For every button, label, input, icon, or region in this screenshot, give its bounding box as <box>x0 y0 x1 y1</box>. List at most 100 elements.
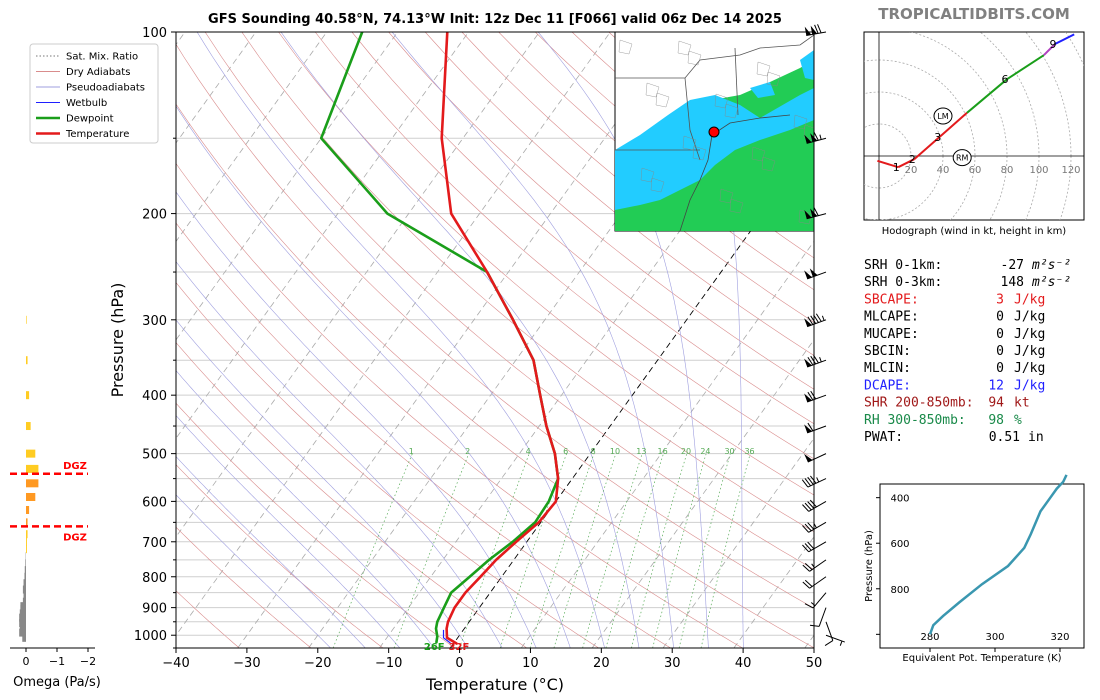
wind-barb <box>804 131 827 144</box>
skewt-frame <box>175 31 815 649</box>
dry-adiabat <box>176 464 384 648</box>
coastline <box>711 114 791 136</box>
stat-value: 0 <box>996 361 1004 376</box>
omega-bar <box>26 492 36 501</box>
omega-bar <box>26 449 36 458</box>
wind-barb <box>804 313 827 328</box>
theta-e-panel: 280 300 320 400 600 800 Equivalent Pot. Temper… <box>864 474 1085 664</box>
x-tick-label: 30 <box>664 656 681 671</box>
isotherm <box>176 32 469 439</box>
mixing-ratio-line <box>678 453 731 648</box>
pseudoadiabat <box>176 261 503 648</box>
stat-unit: m²s⁻² <box>1031 275 1071 290</box>
y-tick-label: 700 <box>142 536 167 551</box>
isotherm <box>176 32 611 636</box>
dry-adiabat <box>351 32 814 425</box>
precip-blue-patch <box>750 82 775 98</box>
omega-bar <box>26 391 30 400</box>
mixing-ratio-label: 8 <box>591 447 596 456</box>
stat-value: 98 <box>988 413 1004 428</box>
precip-blue-area <box>615 88 814 210</box>
stat-label: SBCAPE: <box>864 292 919 307</box>
mixing-ratio-line <box>553 453 617 648</box>
pseudoadiabat <box>280 32 640 648</box>
legend-label: Pseudoadiabats <box>66 83 145 94</box>
omega-bar <box>19 628 26 637</box>
dry-adiabat <box>424 32 814 356</box>
county-border <box>640 167 655 183</box>
hodograph-ring-label: 20 <box>905 165 918 176</box>
omega-bar <box>25 559 26 568</box>
wind-barb <box>802 576 827 589</box>
pseudoadiabat <box>196 32 605 648</box>
x-tick-label: −30 <box>233 656 260 671</box>
dry-adiabat <box>204 32 814 570</box>
mixing-ratio-line <box>652 453 707 648</box>
hodograph-trace <box>939 112 968 138</box>
dry-adiabat <box>176 222 671 648</box>
wind-barb <box>809 607 827 627</box>
county-border <box>751 146 766 162</box>
legend: Sat. Mix. Ratio Dry Adiabats Pseudoadiabat… <box>29 43 159 144</box>
dgz-label: DGZ <box>63 532 87 543</box>
mixing-ratio-label: 24 <box>700 447 710 456</box>
y-tick-label: 200 <box>142 208 167 223</box>
theta-ytick-label: 400 <box>890 494 909 505</box>
y-axis-label: Pressure (hPa) <box>108 283 127 398</box>
omega-bar <box>24 572 26 581</box>
pseudoadiabat <box>391 32 674 648</box>
county-border <box>766 71 781 87</box>
theta-tick-label: 320 <box>1050 632 1069 643</box>
mixing-ratio-label: 36 <box>744 447 754 456</box>
x-tick-label: −10 <box>375 656 402 671</box>
omega-bar <box>26 479 39 488</box>
omega-bar <box>19 623 26 632</box>
wind-barb <box>804 354 827 368</box>
stat-label: MLCIN: <box>864 361 911 376</box>
wind-barb <box>804 207 827 220</box>
omega-bar <box>23 591 26 600</box>
wind-barb <box>824 621 834 646</box>
stat-unit: in <box>1028 430 1044 445</box>
dry-adiabat <box>176 342 527 648</box>
stat-value: -27 <box>1001 258 1024 273</box>
pseudoadiabat <box>176 319 469 648</box>
mixing-ratio-label: 10 <box>610 447 620 456</box>
dry-adiabat <box>314 32 814 460</box>
dry-adiabat <box>388 32 814 390</box>
legend-label: Dry Adiabats <box>66 67 130 78</box>
hodograph-trace <box>1006 54 1045 81</box>
county-border <box>729 198 744 214</box>
dgz-label: DGZ <box>63 461 87 472</box>
dry-adiabat <box>176 590 240 648</box>
stat-value: 94 <box>988 396 1004 411</box>
theta-y-axis-label: Pressure (hPa) <box>864 530 875 602</box>
wind-barb <box>804 390 827 403</box>
surface-dewpoint-label: 26F <box>424 642 445 653</box>
coastline <box>679 134 713 231</box>
y-tick-label: 900 <box>142 602 167 617</box>
wind-barb <box>802 521 827 533</box>
stat-value: 0 <box>996 310 1004 325</box>
hodograph-trace <box>1054 33 1075 45</box>
wind-barb <box>802 559 827 572</box>
county-border <box>724 103 739 119</box>
hodograph-ring-label: 60 <box>969 165 982 176</box>
storm-motion-marker <box>933 107 953 125</box>
omega-bar <box>24 566 26 575</box>
theta-ytick-label: 600 <box>890 539 909 550</box>
isotherm <box>176 32 257 144</box>
precip-blue-patch <box>800 50 814 80</box>
wind-barbs <box>801 24 845 646</box>
skewt-axes: 26F 32F −40 −30 −20 −10 0 10 20 30 40 50 100 200 300 40… <box>108 26 822 694</box>
stat-label: SHR 200-850mb: <box>864 396 974 411</box>
stat-value: 0 <box>996 327 1004 342</box>
x-tick-label: −40 <box>162 656 189 671</box>
hodograph-height-label: 3 <box>934 131 941 144</box>
hodograph-height-label: 9 <box>1050 38 1057 51</box>
county-border <box>687 50 702 66</box>
storm-motion-label: RM <box>956 154 969 163</box>
x-tick-label: 50 <box>806 656 823 671</box>
hodograph-trace <box>966 78 1008 114</box>
county-border <box>677 40 692 56</box>
